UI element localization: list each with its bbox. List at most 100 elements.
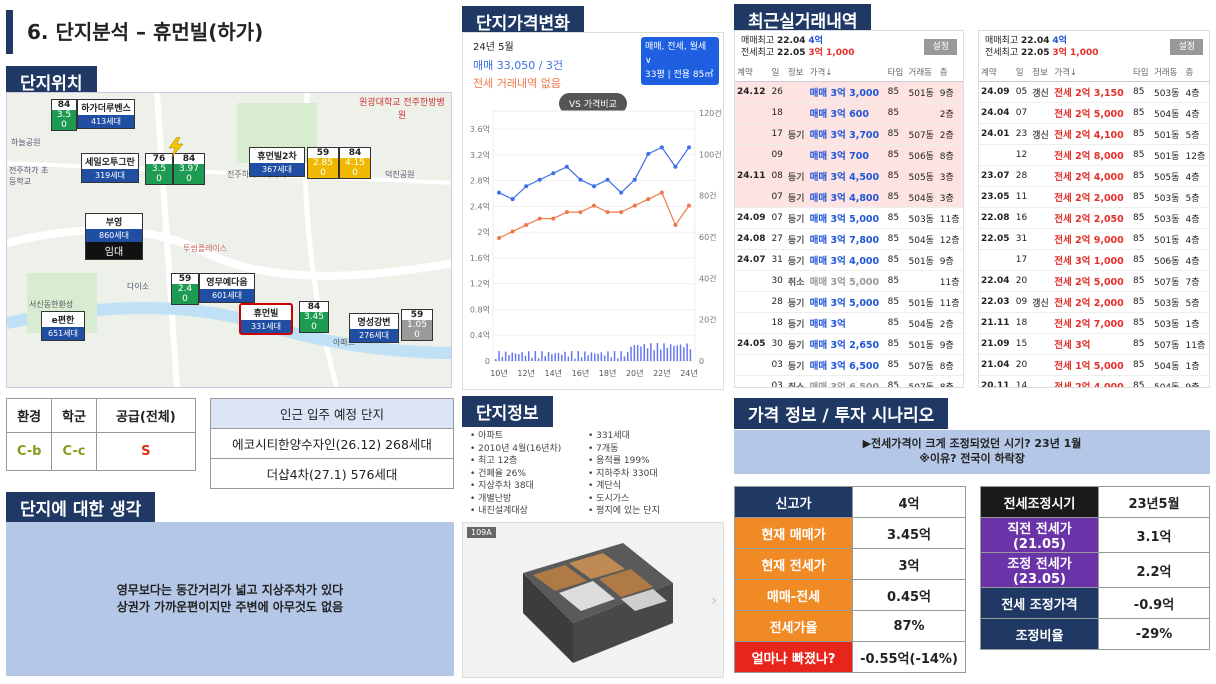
trade-col-header[interactable]: 계약 xyxy=(979,63,1014,82)
table-row[interactable]: 30 취소 매매 3억 5,000 85 11층 xyxy=(735,270,963,292)
trade-cell xyxy=(1030,228,1053,250)
marker-humanvil2[interactable]: 휴먼빌2차 367세대 xyxy=(249,147,305,177)
trade-col-header[interactable]: 타입 xyxy=(1130,63,1152,82)
table-row[interactable]: 24.05 30 등기 매매 3억 2,650 85 501동 9층 xyxy=(735,333,963,355)
data-point xyxy=(551,171,556,176)
trade-cell: 503동 xyxy=(1151,312,1184,334)
trade-cell: 11층 xyxy=(937,291,963,313)
marker-units: 860세대 xyxy=(86,229,142,242)
trade-col-header[interactable]: 계약 xyxy=(735,63,770,82)
trade-cell: 전세 2억 4,100 xyxy=(1052,123,1131,145)
trade-col-header[interactable]: 일 xyxy=(1013,63,1031,82)
marker-humanvil[interactable]: 휴먼빌 331세대 xyxy=(239,303,293,335)
invest-label: 조정 전세가(23.05) xyxy=(980,552,1099,588)
invest-banner: ▶전세가격이 크게 조정되었던 시기? 23년 1월 ※이유? 전국이 하락장 xyxy=(734,430,1210,474)
invest-label: 신고가 xyxy=(734,486,853,518)
settings-button[interactable]: 설정 xyxy=(924,39,957,55)
data-point xyxy=(687,145,691,150)
table-row[interactable]: 22.05 31 전세 2억 9,000 85 501동 4층 xyxy=(979,228,1209,250)
table-row[interactable]: 18 매매 3억 600 85 2층 xyxy=(735,102,963,124)
marker-hagadrubens[interactable]: 하가더루벤스 413세대 xyxy=(77,99,135,129)
trade-col-header[interactable]: 가격↓ xyxy=(807,63,886,82)
trade-col-header[interactable]: 층 xyxy=(937,63,963,82)
table-row[interactable]: 03 등기 매매 3억 6,500 85 507동 8층 xyxy=(735,354,963,376)
table-row[interactable]: 12 전세 2억 8,000 85 501동 12층 xyxy=(979,144,1209,166)
trade-col-header[interactable]: 층 xyxy=(1183,63,1209,82)
info-text: 계단식 xyxy=(596,481,622,491)
trade-col-header[interactable]: 일 xyxy=(769,63,786,82)
table-row[interactable]: 21.04 20 전세 1억 5,000 85 504동 1층 xyxy=(979,354,1209,376)
trade-cell: 1층 xyxy=(1183,354,1209,376)
marker-seil[interactable]: 세일오투그란 319세대 xyxy=(81,153,139,183)
trade-col-header[interactable]: 거래동 xyxy=(1151,63,1184,82)
table-row[interactable]: 17 전세 3억 1,000 85 506동 4층 xyxy=(979,249,1209,271)
filter-button[interactable]: 매매, 전세, 월세 ∨ 33평 | 전용 85㎡ xyxy=(641,37,719,85)
trade-col-header[interactable]: 타입 xyxy=(885,63,907,82)
table-row[interactable]: 09 매매 3억 700 85 506동 8층 xyxy=(735,144,963,166)
data-point xyxy=(524,184,529,189)
trade-cell: 20 xyxy=(1013,354,1031,376)
marker-name: 명성강변 xyxy=(357,318,391,328)
marker-youngmu[interactable]: 영무예다음 601세대 xyxy=(199,273,255,303)
table-row[interactable]: 24.07 31 등기 매매 3억 4,000 85 501동 9층 xyxy=(735,249,963,271)
table-row[interactable]: 21.09 15 전세 3억 85 507동 11층 xyxy=(979,333,1209,355)
trade-cell: 4층 xyxy=(1183,102,1209,124)
y2-tick-label: 20건 xyxy=(699,315,717,325)
invest-right-table: 전세조정시기 23년5월 직전 전세가(21.05) 3.1억 조정 전세가(23.05… xyxy=(980,486,1210,650)
vs-compare-button[interactable]: VS 가격비교 xyxy=(559,93,627,114)
cell-price: 1.05 xyxy=(402,320,432,330)
marker-myungsung[interactable]: 명성강변 276세대 xyxy=(349,313,399,343)
table-row[interactable]: 22.03 09 갱신 전세 2억 2,000 85 503동 5층 xyxy=(979,291,1209,313)
table-row[interactable]: 24.09 07 등기 매매 3억 5,000 85 503동 11층 xyxy=(735,207,963,229)
table-row[interactable]: 24.08 27 등기 매매 3억 7,800 85 504동 12층 xyxy=(735,228,963,250)
table-row[interactable]: 22.08 16 전세 2억 2,050 85 503동 4층 xyxy=(979,207,1209,229)
location-map[interactable]: 원광대학교 전주한방병원 하늘공원 전주하가 초등학교 덕진공원 전주하가 2차… xyxy=(6,92,452,388)
volume-bar xyxy=(514,353,517,361)
table-row[interactable]: 18 등기 매매 3억 85 504동 2층 xyxy=(735,312,963,334)
trade-cell: 2층 xyxy=(937,102,963,124)
invest-value: 3.1억 xyxy=(1098,517,1210,553)
marker-epyunhan[interactable]: e편한 651세대 xyxy=(41,311,85,341)
table-row[interactable]: 22.04 20 전세 2억 5,000 85 507동 7층 xyxy=(979,270,1209,292)
table-row[interactable]: 23.07 28 전세 2억 4,000 85 505동 4층 xyxy=(979,165,1209,187)
trade-cell xyxy=(1030,375,1053,387)
table-row[interactable]: 24.12 26 매매 3억 3,000 85 501동 9층 xyxy=(735,81,963,103)
info-item: • 331세대 xyxy=(588,430,660,443)
trade-col-header[interactable]: 정보 xyxy=(785,63,808,82)
info-item: • 지상주차 38대 xyxy=(470,480,561,493)
table-row[interactable]: 24.01 23 갱신 전세 2억 4,100 85 501동 5층 xyxy=(979,123,1209,145)
trade-cell: 12층 xyxy=(937,228,963,250)
page-title: 6. 단지분석 – 휴먼빌(하가) xyxy=(6,10,263,54)
trade-col-header[interactable]: 가격↓ xyxy=(1052,63,1131,82)
table-row[interactable]: 23.05 11 전세 2억 2,000 85 503동 5층 xyxy=(979,186,1209,208)
nearby-table: 인근 입주 예정 단지 에코시티한양수자인(26.12) 268세대 더샵4차(… xyxy=(210,398,454,489)
recent-right-panel: 매매최고 22.04 4억 전세최고 22.05 3억 1,000 설정 계약 일… xyxy=(978,30,1210,388)
trade-col-header[interactable]: 정보 xyxy=(1030,63,1053,82)
table-row[interactable]: 17 등기 매매 3억 3,700 85 507동 2층 xyxy=(735,123,963,145)
table-row[interactable]: 24.09 05 갱신 전세 2억 3,150 85 503동 4층 xyxy=(979,81,1209,103)
grade-header: 공급(전체) xyxy=(95,398,197,433)
table-row[interactable]: 03 취소 매매 3억 6,500 85 507동 8층 xyxy=(735,375,963,387)
trade-cell: 23.05 xyxy=(979,186,1014,208)
marker-buyoung[interactable]: 부영 860세대 임대 xyxy=(85,213,143,260)
volume-bar xyxy=(683,347,685,361)
next-arrow-icon[interactable]: › xyxy=(711,593,717,609)
info-item: • 건폐율 26% xyxy=(470,468,561,481)
table-row[interactable]: 24.04 07 전세 2억 5,000 85 504동 4층 xyxy=(979,102,1209,124)
trade-table-right: 계약 일 정보 가격↓ 타입 거래동 층 24.09 05 갱신 전세 2억 3,150 85 503동… xyxy=(979,63,1209,387)
table-row[interactable]: 24.11 08 등기 매매 3억 4,500 85 505동 3층 xyxy=(735,165,963,187)
trade-cell: 85 xyxy=(1130,102,1152,124)
trade-col-header[interactable]: 거래동 xyxy=(906,63,938,82)
table-row[interactable]: 21.11 18 전세 2억 7,000 85 503동 1층 xyxy=(979,312,1209,334)
table-row[interactable]: 07 등기 매매 3억 4,800 85 504동 3층 xyxy=(735,186,963,208)
trade-cell: 취소 xyxy=(785,270,808,292)
map-label-daiso: 다이소 xyxy=(127,282,150,291)
table-row[interactable]: 20.11 14 전세 2억 4,000 85 504동 9층 xyxy=(979,375,1209,387)
table-row[interactable]: 28 등기 매매 3억 5,000 85 501동 11층 xyxy=(735,291,963,313)
volume-bar xyxy=(580,357,583,361)
y2-tick-label: 100건 xyxy=(699,149,722,159)
volume-bar xyxy=(676,345,678,361)
trade-cell: 전세 2억 4,000 xyxy=(1052,165,1131,187)
floor-plan[interactable]: 109A › xyxy=(462,522,724,678)
settings-button[interactable]: 설정 xyxy=(1170,39,1203,55)
